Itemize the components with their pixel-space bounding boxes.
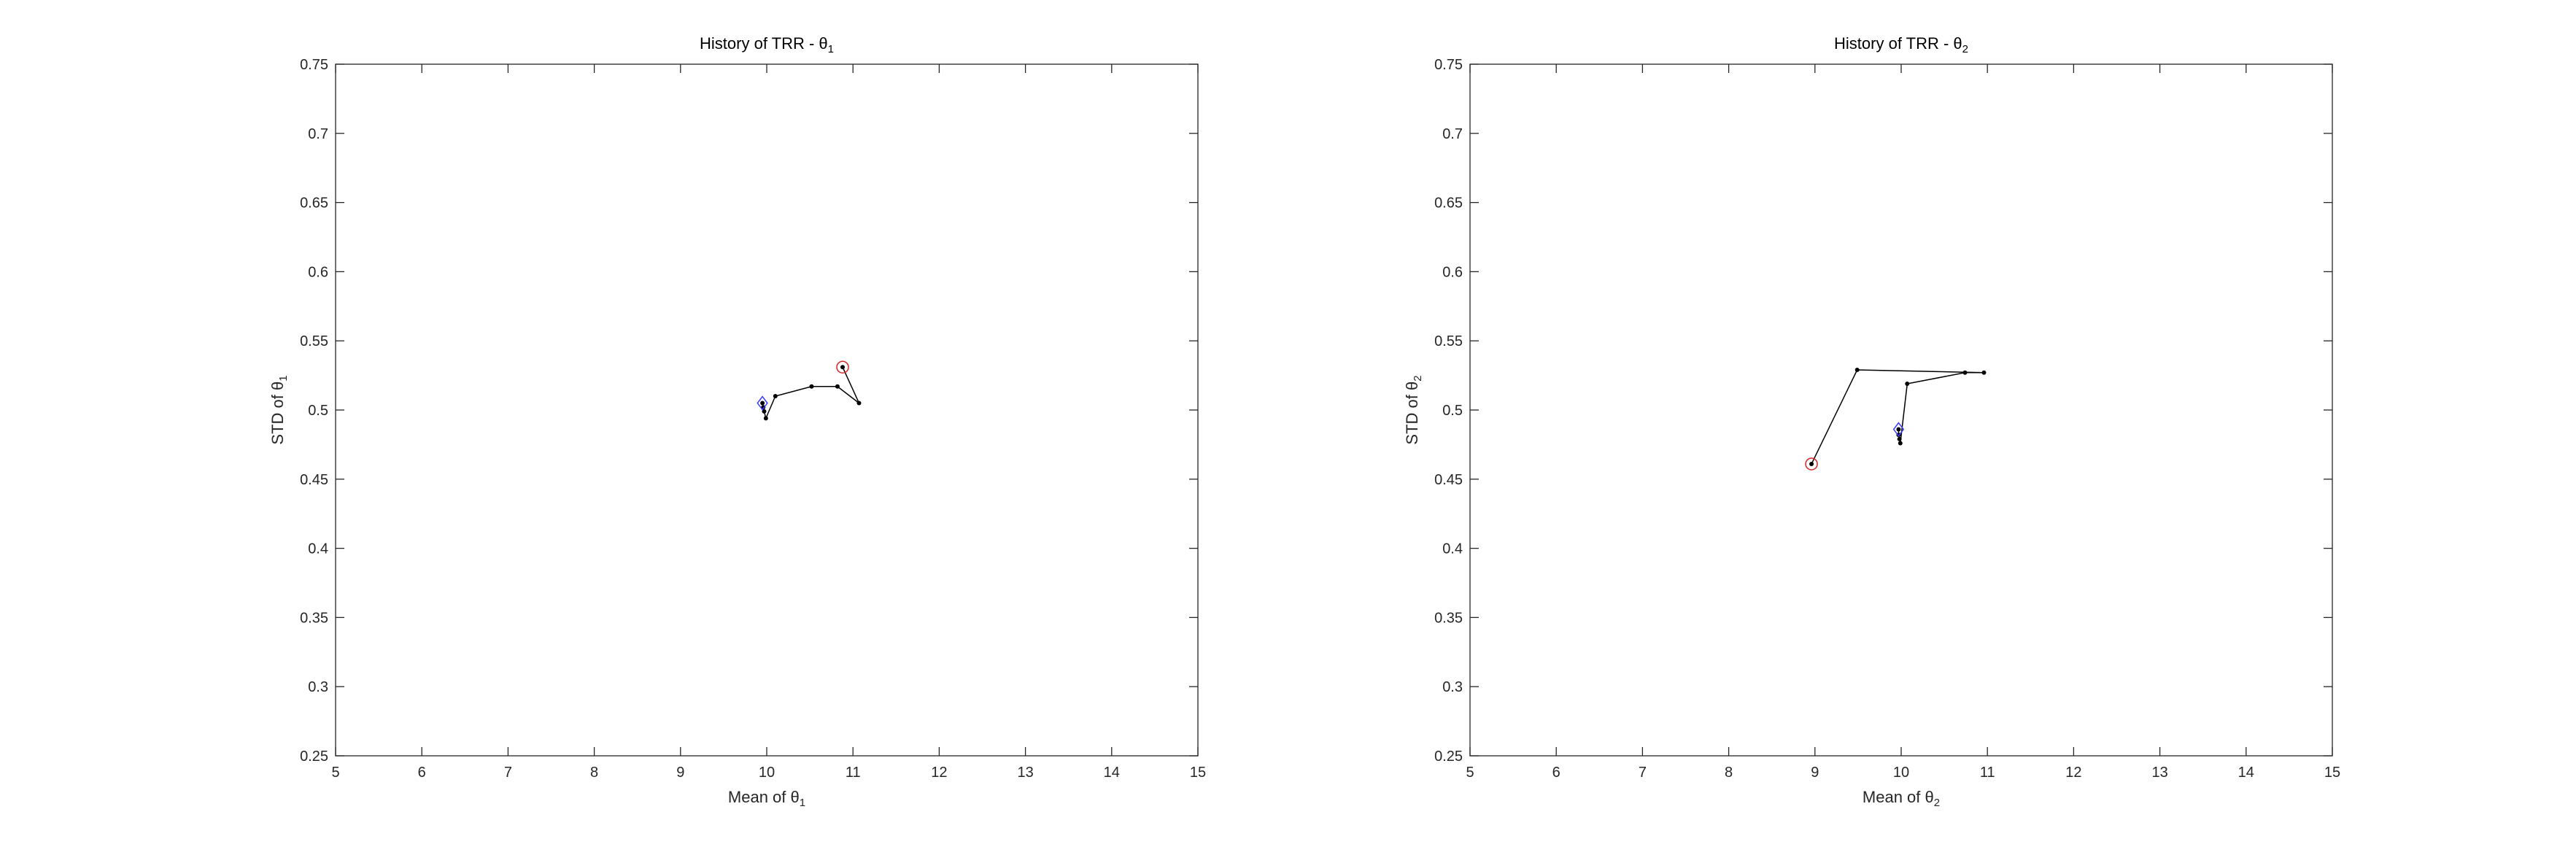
x-tick-label: 6	[418, 765, 426, 781]
plot-1: History of TRR - θ1 5 6 7 8 9 10 11 12 13 14 15 0.…	[268, 34, 1206, 809]
y-tick-label: 0.4	[308, 541, 328, 557]
history-point	[760, 401, 765, 406]
plot-2-series	[1805, 368, 1987, 471]
y-tick-label: 0.65	[300, 196, 328, 212]
x-tick-label: 11	[1980, 765, 1995, 781]
plot-2-x-ticks: 5 6 7 8 9 10 11 12 13 14 15	[1466, 64, 2340, 781]
y-tick-label: 0.75	[300, 57, 328, 73]
x-tick-label: 5	[1466, 765, 1474, 781]
history-point	[763, 416, 768, 421]
y-tick-label: 0.7	[308, 126, 328, 142]
history-point	[1809, 461, 1814, 466]
y-tick-label: 0.65	[1434, 196, 1463, 212]
plot-1-y-axis-label: STD of θ1	[268, 375, 290, 444]
x-tick-label: 7	[1639, 765, 1647, 781]
end-marker	[757, 395, 768, 411]
start-marker	[1805, 457, 1818, 471]
history-point	[1981, 370, 1987, 375]
history-point	[1962, 370, 1968, 375]
x-tick-label: 6	[1552, 765, 1560, 781]
plot-1-title: History of TRR - θ1	[700, 34, 834, 55]
plot-1-y-ticks: 0.25 0.3 0.35 0.4 0.45 0.5 0.55 0.6 0.65 0.7 0.75	[300, 57, 1198, 765]
y-tick-label: 0.3	[308, 679, 328, 695]
history-point	[1896, 427, 1901, 432]
y-tick-label: 0.4	[1442, 541, 1463, 557]
plot-2-y-axis-label: STD of θ2	[1403, 375, 1424, 444]
history-point	[762, 409, 767, 414]
plot-2: History of TRR - θ2 5 6 7 8 9 10 11 12 13 14 15 0.…	[1403, 34, 2340, 809]
y-tick-label: 0.45	[1434, 472, 1463, 488]
y-tick-label: 0.55	[300, 333, 328, 349]
x-tick-label: 11	[846, 765, 861, 781]
history-point	[1905, 381, 1910, 386]
x-tick-label: 14	[1104, 765, 1120, 781]
history-point	[1898, 441, 1903, 446]
y-tick-label: 0.6	[308, 264, 328, 280]
x-tick-label: 10	[1893, 765, 1909, 781]
history-point	[1854, 368, 1860, 373]
history-point	[835, 384, 840, 389]
y-tick-label: 0.35	[300, 610, 328, 626]
plot-2-x-axis-label: Mean of θ2	[1863, 788, 1940, 809]
x-tick-label: 7	[504, 765, 512, 781]
x-tick-label: 8	[1725, 765, 1733, 781]
y-tick-label: 0.25	[1434, 749, 1463, 765]
x-tick-label: 9	[1811, 765, 1819, 781]
x-tick-label: 13	[1017, 765, 1033, 781]
plot-1-x-ticks: 5 6 7 8 9 10 11 12 13 14 15	[331, 64, 1206, 781]
y-tick-label: 0.3	[1442, 679, 1463, 695]
plot-1-series	[757, 360, 862, 421]
x-tick-label: 13	[2151, 765, 2167, 781]
x-tick-label: 14	[2238, 765, 2254, 781]
history-point	[856, 401, 862, 406]
y-tick-label: 0.5	[308, 403, 328, 419]
plot-2-y-ticks: 0.25 0.3 0.35 0.4 0.45 0.5 0.55 0.6 0.65 0.7 0.75	[1434, 57, 2332, 765]
history-point	[840, 365, 846, 370]
x-tick-label: 9	[676, 765, 684, 781]
x-tick-label: 15	[2324, 765, 2340, 781]
history-point	[809, 384, 814, 389]
x-tick-label: 5	[331, 765, 339, 781]
y-tick-label: 0.75	[1434, 57, 1463, 73]
y-tick-label: 0.45	[300, 472, 328, 488]
x-tick-label: 12	[2065, 765, 2081, 781]
y-tick-label: 0.6	[1442, 264, 1463, 280]
history-point	[1897, 436, 1902, 441]
x-tick-label: 15	[1190, 765, 1206, 781]
history-point	[773, 394, 778, 399]
plot-2-axes-box	[1469, 63, 2333, 757]
x-tick-label: 10	[759, 765, 775, 781]
plot-1-x-axis-label: Mean of θ1	[728, 788, 805, 809]
plot-1-axes-box	[335, 63, 1199, 757]
y-tick-label: 0.7	[1442, 126, 1463, 142]
y-tick-label: 0.25	[300, 749, 328, 765]
y-tick-label: 0.5	[1442, 403, 1463, 419]
y-tick-label: 0.35	[1434, 610, 1463, 626]
end-marker	[1892, 422, 1905, 437]
x-tick-label: 8	[590, 765, 598, 781]
x-tick-label: 12	[931, 765, 947, 781]
start-marker	[836, 360, 849, 374]
y-tick-label: 0.55	[1434, 333, 1463, 349]
plot-2-title: History of TRR - θ2	[1834, 34, 1968, 55]
